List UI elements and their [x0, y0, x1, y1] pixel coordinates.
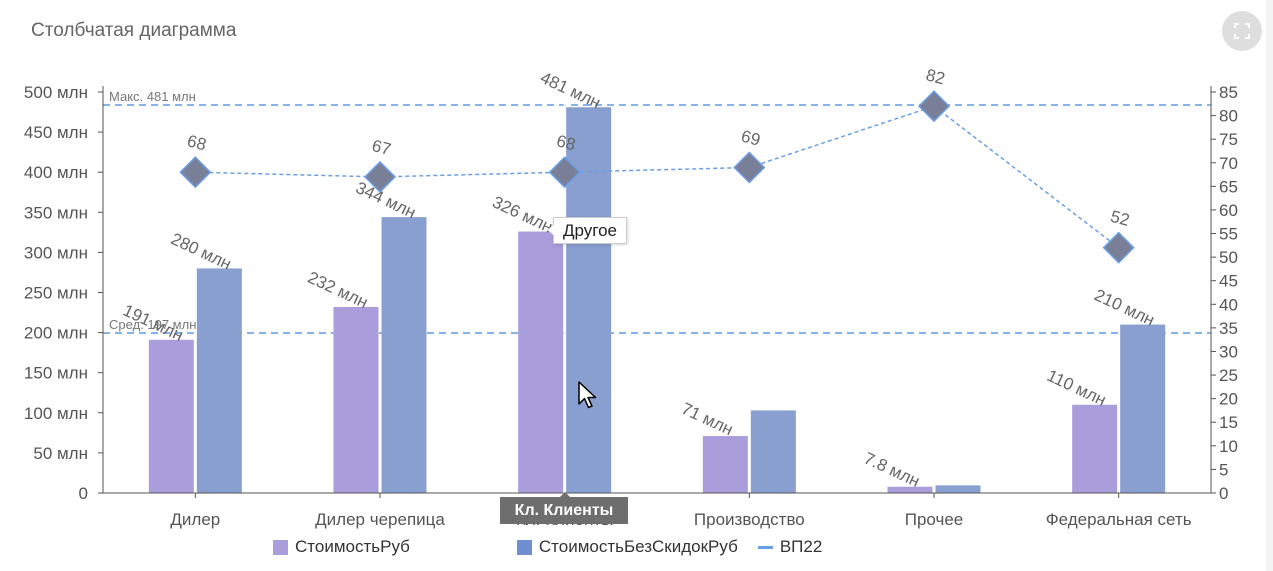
bar-stoimost [148, 339, 194, 493]
data-label-vp22: 52 [1108, 207, 1131, 230]
y-left-tick-label: 200 млн [24, 324, 88, 343]
x-tick-label: Дилер [170, 510, 220, 529]
y-right-tick-label: 45 [1219, 272, 1238, 291]
data-label: 210 млн [1091, 285, 1157, 329]
marker-vp22 [179, 156, 212, 189]
series-line-vp22 [195, 105, 1120, 249]
chart-title: Столбчатая диаграмма [31, 20, 237, 41]
y-right-tick-label: 75 [1219, 130, 1238, 149]
bar-stoimost [333, 306, 379, 493]
legend-label: СтоимостьБезСкидокРуб [538, 537, 738, 556]
marker-vp22 [733, 151, 766, 184]
y-left-tick-label: 450 млн [24, 123, 88, 142]
y-right-tick-label: 35 [1219, 319, 1238, 338]
marker-vp22 [363, 160, 397, 193]
legend-item-stoimost[interactable]: СтоимостьРуб [273, 537, 410, 557]
y-left-tick-label: 250 млн [24, 284, 88, 303]
scrollbar-track[interactable] [1266, 0, 1273, 571]
reference-lines: Макс. 481 млн Сред. 197 млн [103, 89, 1211, 334]
y-right-tick-label: 60 [1219, 201, 1238, 220]
y-right-tick-label: 55 [1219, 225, 1238, 244]
y-right-tick-label: 50 [1219, 248, 1238, 267]
legend-swatch [516, 539, 532, 555]
bar-stoimost [518, 231, 564, 493]
legend-swatch [273, 539, 288, 555]
y-left-tick-label: 0 [79, 484, 88, 503]
x-tick-label: Дилер черепица [315, 510, 445, 529]
tooltip: Другое [546, 217, 628, 244]
legend-item-vp22[interactable]: ВП22 [757, 537, 823, 557]
bar-stoimost-bez-skidok [381, 217, 427, 493]
bar-stoimost [702, 436, 748, 493]
mouse-cursor-icon [578, 381, 597, 409]
data-label: 71 млн [678, 399, 736, 439]
data-label: 110 млн [1044, 366, 1109, 410]
y-left-tick-label: 350 млн [24, 203, 88, 222]
y-right-tick-label: 25 [1219, 366, 1238, 385]
x-tick-label: Федеральная сеть [1046, 510, 1192, 529]
fullscreen-button[interactable] [1222, 11, 1262, 51]
y-right-tick-label: 0 [1219, 484, 1228, 503]
bar-stoimost-bez-skidok [1120, 324, 1166, 493]
x-tick-label: Прочее [905, 510, 964, 529]
y-right-tick-label: 80 [1219, 107, 1238, 126]
expand-icon [1234, 23, 1250, 39]
reference-line-label: Макс. 481 млн [109, 89, 196, 104]
y-right-tick-label: 20 [1219, 390, 1238, 409]
line-series [179, 90, 1135, 264]
data-label: 232 млн [305, 268, 371, 312]
data-label: 7.8 млн [861, 449, 923, 491]
bar-stoimost [887, 486, 933, 493]
y-right-tick-label: 40 [1219, 295, 1238, 314]
y-right-tick-label: 70 [1219, 154, 1238, 173]
marker-vp22 [1102, 231, 1135, 264]
y-right-tick-label: 85 [1219, 83, 1238, 102]
legend-label: СтоимостьРуб [295, 537, 410, 556]
legend-item-stoimost-bez-skidok[interactable]: СтоимостьБезСкидокРуб [516, 537, 738, 557]
bar-stoimost-bez-skidok [935, 485, 981, 493]
legend-label: ВП22 [779, 537, 823, 556]
marker-vp22 [548, 156, 581, 189]
data-label: 326 млн [489, 192, 555, 236]
y-right-tick-label: 30 [1219, 342, 1238, 361]
data-label-vp22: 82 [924, 65, 947, 88]
data-label-vp22: 67 [370, 136, 393, 159]
x-tick-label: Производство [694, 510, 805, 529]
legend: СтоимостьРуб СтоимостьБезСкидокРуб ВП22 [273, 537, 822, 557]
marker-vp22 [917, 90, 951, 123]
category-tooltip: Кл. Клиенты [500, 492, 628, 524]
y-left-tick-label: 150 млн [24, 364, 88, 383]
data-label-vp22: 69 [739, 127, 762, 150]
reference-line-label: Сред. 197 млн [109, 317, 196, 332]
y-right-tick-label: 15 [1219, 413, 1238, 432]
bar-stoimost-bez-skidok [750, 410, 796, 493]
y-right-tick-label: 10 [1219, 437, 1238, 456]
bar-stoimost-bez-skidok [196, 268, 242, 493]
bars [148, 107, 1166, 493]
y-left-tick-label: 500 млн [24, 83, 88, 102]
data-label: 280 млн [168, 229, 234, 273]
y-left-tick-label: 50 млн [33, 444, 88, 463]
axes: 0 50 млн 100 млн 150 млн 200 млн 250 млн 300 м… [24, 72, 1238, 529]
y-left-tick-label: 300 млн [24, 243, 88, 262]
y-right-tick-label: 65 [1219, 177, 1238, 196]
y-right-tick-label: 5 [1219, 460, 1228, 479]
data-label-vp22: 68 [185, 131, 208, 154]
data-label: 481 млн [537, 68, 603, 112]
data-label-vp22: 68 [554, 131, 577, 154]
bar-stoimost [1072, 404, 1118, 493]
legend-swatch [757, 545, 773, 549]
y-left-tick-label: 400 млн [24, 163, 88, 182]
y-left-tick-label: 100 млн [24, 404, 88, 423]
